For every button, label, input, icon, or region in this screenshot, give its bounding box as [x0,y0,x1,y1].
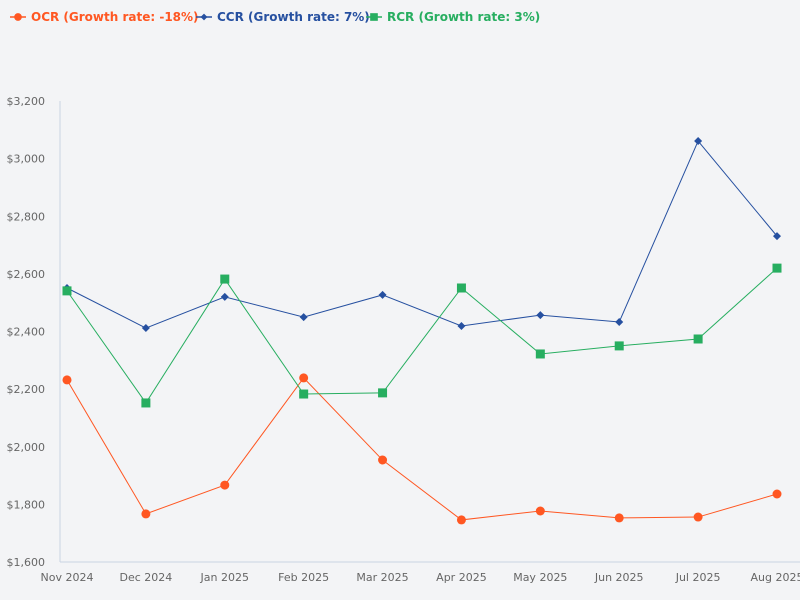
data-point [456,515,466,525]
y-tick-label: $2,000 [7,441,46,454]
series-line [66,267,778,404]
data-point [536,311,545,320]
series-diamond [63,137,781,333]
legend-item: RCR (Growth rate: 3%) [366,10,540,24]
data-point [773,232,781,241]
data-point [693,334,703,344]
x-tick-label: Nov 2024 [41,571,94,584]
data-point [62,286,72,296]
series-line [66,377,778,521]
data-point [378,455,388,465]
data-point [614,513,624,523]
y-tick-label: $3,000 [7,153,46,166]
data-point [457,322,466,331]
x-tick-label: Aug 2025 [751,571,800,584]
y-tick-label: $2,600 [7,268,46,281]
data-point [378,388,388,398]
x-tick-label: Jan 2025 [200,571,249,584]
legend-label: RCR (Growth rate: 3%) [387,10,540,24]
x-tick-label: Mar 2025 [356,571,408,584]
data-point [378,290,387,299]
data-point [220,480,230,490]
data-point [141,324,150,333]
data-point [772,263,782,273]
data-point [220,274,230,284]
data-point [299,313,308,322]
legend-circle-icon [14,13,22,21]
data-point [456,283,466,293]
data-point [535,506,545,516]
series-square [62,263,782,408]
legend-label: OCR (Growth rate: -18%) [31,10,199,24]
data-point [141,398,151,408]
data-point [615,317,624,326]
data-point [62,375,72,385]
y-tick-label: $2,400 [7,326,46,339]
data-point [535,349,545,359]
data-point [772,489,782,499]
legend-square-icon [370,13,378,21]
x-tick-label: Feb 2025 [278,571,329,584]
data-point [299,373,309,383]
x-tick-label: Jun 2025 [594,571,644,584]
y-tick-label: $3,200 [7,95,46,108]
data-point [693,512,703,522]
y-tick-label: $1,800 [7,498,46,511]
y-tick-label: $1,600 [7,556,46,569]
series-circle [62,373,782,525]
data-point [694,137,703,146]
data-point [299,389,309,399]
legend-label: CCR (Growth rate: 7%) [217,10,370,24]
x-tick-label: Jul 2025 [675,571,721,584]
x-tick-label: Dec 2024 [119,571,172,584]
legend-item: OCR (Growth rate: -18%) [10,10,199,24]
x-tick-label: Apr 2025 [436,571,487,584]
x-tick-label: May 2025 [513,571,567,584]
legend-item: CCR (Growth rate: 7%) [196,10,370,24]
y-tick-label: $2,800 [7,210,46,223]
data-point [614,341,624,351]
legend-diamond-icon [200,13,208,21]
y-tick-label: $2,200 [7,383,46,396]
series-line [66,140,778,329]
data-point [141,509,151,519]
data-point [220,292,229,301]
